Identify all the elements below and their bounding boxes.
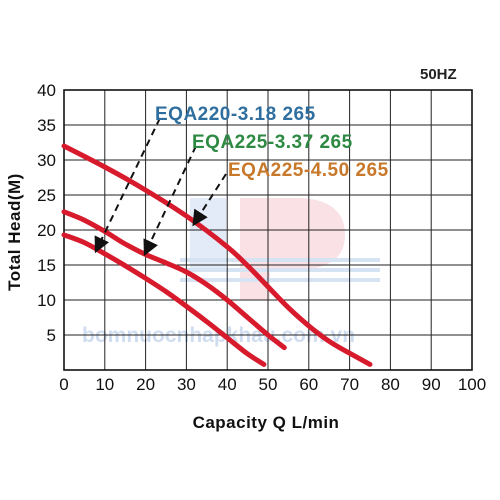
y-tick-label-7: 40 xyxy=(37,81,56,100)
legend-label-1: EQA225-3.37 265 xyxy=(192,132,353,153)
y-tick-label-1: 10 xyxy=(37,291,56,310)
legend-arrow-1 xyxy=(143,145,197,257)
legend-label-0: EQA220-3.18 265 xyxy=(155,104,316,125)
series-line-1 xyxy=(61,209,287,351)
x-tick-label-2: 20 xyxy=(136,375,155,394)
x-tick-labels: 0 10 20 30 40 50 60 70 80 90 100 xyxy=(59,375,486,394)
watermark-logo xyxy=(180,198,380,300)
y-tick-label-5: 30 xyxy=(37,151,56,170)
y-tick-label-3: 20 xyxy=(37,221,56,240)
legend: EQA220-3.18 265 EQA225-3.37 265 EQA225-4.5… xyxy=(155,104,389,181)
x-tick-label-1: 10 xyxy=(95,375,114,394)
x-tick-label-8: 80 xyxy=(381,375,400,394)
x-axis-label: Capacity Q L/min xyxy=(193,413,340,432)
x-tick-label-4: 40 xyxy=(218,375,237,394)
legend-arrow-2 xyxy=(192,173,227,227)
x-tick-label-7: 70 xyxy=(340,375,359,394)
y-tick-label-6: 35 xyxy=(37,116,56,135)
legend-arrows xyxy=(94,117,227,257)
y-tick-labels: 5 10 15 20 25 30 35 40 xyxy=(37,81,56,345)
y-tick-label-0: 5 xyxy=(47,326,56,345)
x-tick-label-9: 90 xyxy=(422,375,441,394)
x-tick-label-10: 100 xyxy=(458,375,486,394)
x-tick-label-0: 0 xyxy=(59,375,68,394)
legend-arrow-0 xyxy=(94,117,161,254)
frequency-label: 50HZ xyxy=(420,66,457,83)
plot-frame xyxy=(63,89,473,371)
x-tick-label-5: 50 xyxy=(259,375,278,394)
series-line-2 xyxy=(61,143,373,367)
y-axis-label: Total Head(M) xyxy=(5,173,24,291)
y-tick-label-4: 25 xyxy=(37,186,56,205)
x-tick-label-3: 30 xyxy=(177,375,196,394)
x-tick-label-6: 60 xyxy=(299,375,318,394)
legend-label-2: EQA225-4.50 265 xyxy=(228,160,389,181)
y-tick-label-2: 15 xyxy=(37,256,56,275)
